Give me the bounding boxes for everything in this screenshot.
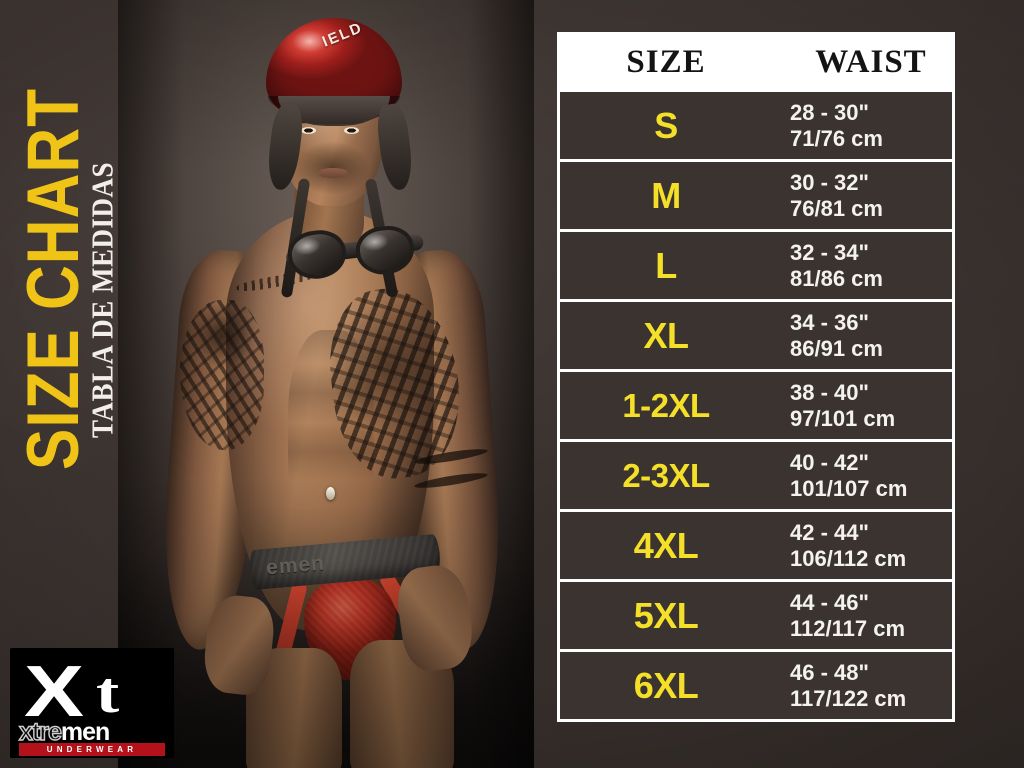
waist-centimeters: 106/112 cm <box>790 545 907 571</box>
logo-t-letter: t <box>96 660 120 725</box>
cell-size: S <box>654 104 678 146</box>
waist-centimeters: 76/81 cm <box>790 195 883 221</box>
cell-size: 1-2XL <box>622 387 710 424</box>
table-row: 4XL 42 - 44" 106/112 cm <box>560 509 952 579</box>
goggles-right-lens <box>353 222 417 278</box>
cell-size: 6XL <box>633 664 699 706</box>
waist-inches: 32 - 34" <box>790 239 869 265</box>
logo-wordmark: xtremen <box>18 718 165 746</box>
model-photo: IELD emen <box>118 0 534 768</box>
table-row: 5XL 44 - 46" 112/117 cm <box>560 579 952 649</box>
wolf-tattoo <box>180 300 264 450</box>
cell-waist: 42 - 44" 106/112 cm <box>772 520 952 571</box>
table-row: S 28 - 30" 71/76 cm <box>560 89 952 159</box>
cell-size: 4XL <box>633 524 699 566</box>
cell-waist: 46 - 48" 117/122 cm <box>772 660 952 711</box>
page-subtitle: TABLA DE MEDIDAS <box>85 161 120 438</box>
waist-centimeters: 97/101 cm <box>790 405 896 431</box>
cell-size: 5XL <box>633 594 699 636</box>
table-header-row: SIZE WAIST <box>560 35 952 89</box>
cell-waist: 44 - 46" 112/117 cm <box>772 590 952 641</box>
waist-inches: 46 - 48" <box>790 659 869 685</box>
logo-wordmark-part1: xtre <box>18 718 62 746</box>
model-right-eye <box>344 127 359 134</box>
table-row: 2-3XL 40 - 42" 101/107 cm <box>560 439 952 509</box>
waist-inches: 28 - 30" <box>790 99 869 125</box>
waist-centimeters: 71/76 cm <box>790 125 883 151</box>
cell-waist: 30 - 32" 76/81 cm <box>772 170 952 221</box>
table-row: M 30 - 32" 76/81 cm <box>560 159 952 229</box>
model-left-eye <box>301 127 316 134</box>
waist-centimeters: 81/86 cm <box>790 265 883 291</box>
brand-logo: X t xtremen UNDERWEAR <box>10 648 174 758</box>
table-row: L 32 - 34" 81/86 cm <box>560 229 952 299</box>
header-waist: WAIST <box>815 43 927 80</box>
table-row: XL 34 - 36" 86/91 cm <box>560 299 952 369</box>
waist-centimeters: 86/91 cm <box>790 335 883 361</box>
logo-tagline: UNDERWEAR <box>46 745 138 754</box>
header-size: SIZE <box>626 43 706 80</box>
table-body: S 28 - 30" 71/76 cm M 30 - 32" 76/81 cm L 32 - … <box>560 89 952 719</box>
table-row: 6XL 46 - 48" 117/122 cm <box>560 649 952 719</box>
waist-inches: 44 - 46" <box>790 589 869 615</box>
cell-waist: 34 - 36" 86/91 cm <box>772 310 952 361</box>
logo-tagline-bar: UNDERWEAR <box>19 743 165 756</box>
cell-waist: 38 - 40" 97/101 cm <box>772 380 952 431</box>
cell-size: 2-3XL <box>622 457 710 494</box>
waist-inches: 30 - 32" <box>790 169 869 195</box>
waist-inches: 40 - 42" <box>790 449 869 475</box>
goggles-left-lens <box>285 227 349 283</box>
logo-monogram: X t <box>10 650 174 728</box>
cell-size: L <box>655 244 677 286</box>
cell-size: M <box>651 174 681 216</box>
logo-x-letter: X <box>24 652 84 732</box>
waist-inches: 42 - 44" <box>790 519 869 545</box>
cell-waist: 28 - 30" 71/76 cm <box>772 100 952 151</box>
size-chart-table: SIZE WAIST S 28 - 30" 71/76 cm M 30 - 32" 76/… <box>557 32 955 722</box>
navel-piercing <box>326 487 335 500</box>
waist-centimeters: 101/107 cm <box>790 475 908 501</box>
waist-inches: 34 - 36" <box>790 309 869 335</box>
cell-waist: 40 - 42" 101/107 cm <box>772 450 952 501</box>
table-row: 1-2XL 38 - 40" 97/101 cm <box>560 369 952 439</box>
model-lips <box>318 168 348 178</box>
cell-size: XL <box>643 314 689 356</box>
page-title: SIZE CHART <box>13 88 95 470</box>
waist-inches: 38 - 40" <box>790 379 869 405</box>
waist-centimeters: 112/117 cm <box>790 615 906 641</box>
waist-centimeters: 117/122 cm <box>790 685 907 711</box>
logo-wordmark-part2: men <box>60 718 110 746</box>
cell-waist: 32 - 34" 81/86 cm <box>772 240 952 291</box>
